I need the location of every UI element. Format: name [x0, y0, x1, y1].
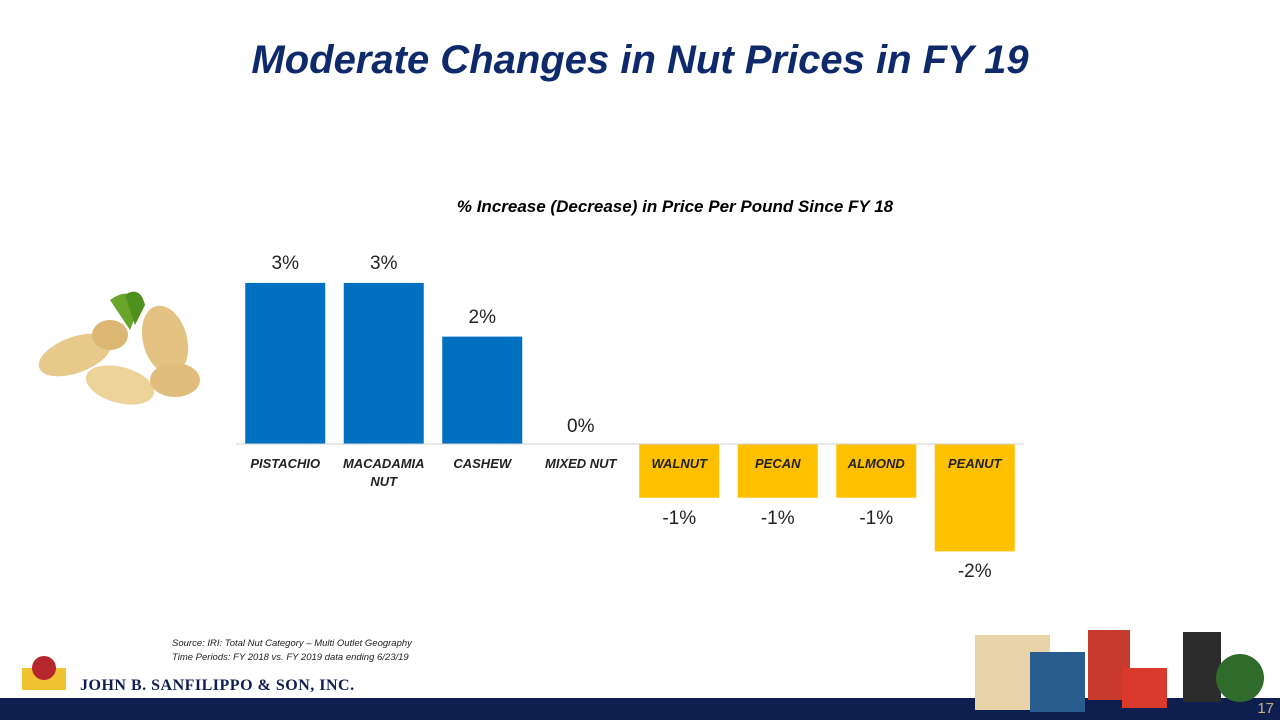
- x-tick-label: CASHEW: [453, 456, 512, 471]
- page-number: 17: [1257, 700, 1274, 717]
- x-tick-label: PISTACHIO: [250, 456, 321, 471]
- source-note: Source: IRI: Total Nut Category – Multi …: [172, 638, 412, 649]
- bar: [639, 444, 720, 498]
- data-label: 3%: [370, 252, 398, 274]
- product-images: [975, 630, 1264, 712]
- data-label: -2%: [957, 561, 992, 583]
- bar: [836, 444, 917, 498]
- x-tick-label: PECAN: [754, 456, 801, 471]
- data-label: -1%: [859, 507, 894, 529]
- data-label: -1%: [662, 507, 697, 529]
- x-tick-label: MACADAMIA NUT: [342, 456, 425, 489]
- footer-bar: [0, 698, 1280, 720]
- bar: [442, 336, 523, 444]
- data-label: 2%: [468, 306, 496, 328]
- time-period-note: Time Periods: FY 2018 vs. FY 2019 data e…: [172, 652, 409, 663]
- company-logo: [22, 656, 66, 690]
- bar: [343, 282, 424, 444]
- x-tick-label: PEANUT: [948, 456, 1002, 471]
- bar: [737, 444, 818, 498]
- x-tick-label: MIXED NUT: [545, 456, 617, 471]
- bar: [245, 282, 326, 444]
- data-label: -1%: [760, 507, 795, 529]
- bar: [934, 444, 1015, 552]
- x-tick-label: WALNUT: [651, 456, 708, 471]
- x-tick-label: ALMOND: [847, 456, 905, 471]
- cashew-image: [38, 291, 200, 405]
- chart-title: % Increase (Decrease) in Price Per Pound…: [456, 197, 894, 216]
- data-label: 3%: [271, 252, 299, 274]
- data-label: 0%: [567, 416, 595, 437]
- slide-title: Moderate Changes in Nut Prices in FY 19: [251, 38, 1029, 82]
- company-name: JOHN B. SANFILIPPO & SON, INC.: [80, 677, 355, 694]
